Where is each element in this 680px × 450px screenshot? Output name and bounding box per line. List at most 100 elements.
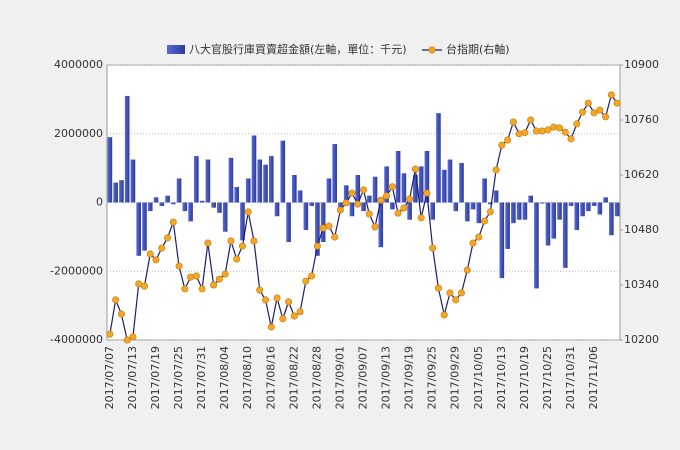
index-marker	[285, 298, 293, 306]
y2-tick-label: 10340	[624, 278, 659, 291]
index-marker	[262, 296, 270, 304]
index-marker	[388, 183, 396, 191]
index-marker	[135, 280, 143, 288]
bar	[505, 202, 510, 249]
index-marker	[279, 315, 287, 323]
bar	[441, 169, 447, 203]
bar	[136, 202, 142, 256]
bar	[603, 197, 608, 203]
y2-tick-label: 10760	[624, 113, 659, 126]
y2-tick-label: 10200	[624, 333, 659, 346]
bar	[384, 166, 389, 203]
index-marker	[475, 233, 483, 241]
bar	[401, 173, 407, 203]
index-marker	[273, 294, 281, 302]
bar	[366, 195, 372, 203]
index-marker	[365, 210, 373, 218]
y-tick-label: 0	[96, 196, 103, 209]
index-marker	[348, 189, 356, 197]
bar	[562, 202, 568, 268]
index-marker	[440, 311, 448, 319]
index-marker	[308, 272, 316, 280]
legend-marker	[428, 46, 436, 54]
index-marker	[400, 204, 408, 212]
bar	[332, 144, 337, 203]
x-tick-label: 2017/10/19	[518, 346, 531, 409]
x-tick-label: 2017/07/31	[195, 346, 208, 409]
bar	[424, 150, 430, 203]
index-marker	[267, 323, 275, 331]
x-tick-label: 2017/07/19	[149, 346, 162, 409]
index-marker	[509, 118, 517, 126]
index-marker	[579, 108, 587, 116]
bar	[436, 113, 441, 203]
index-marker	[434, 284, 442, 292]
index-marker	[215, 275, 223, 283]
index-marker	[250, 237, 258, 245]
bar	[568, 202, 574, 206]
x-tick-label: 2017/07/25	[172, 346, 185, 409]
bar	[338, 202, 343, 208]
index-marker	[354, 200, 362, 208]
index-marker	[452, 296, 460, 304]
x-tick-label: 2017/10/05	[472, 346, 485, 409]
y-tick-label: 4000000	[54, 58, 103, 71]
index-marker	[504, 136, 512, 144]
bar	[591, 202, 597, 206]
bar	[528, 195, 533, 203]
index-marker	[561, 128, 569, 136]
bar	[522, 202, 528, 220]
x-tick-label: 2017/09/19	[403, 346, 416, 409]
index-marker	[527, 116, 535, 124]
index-marker	[406, 195, 414, 203]
y-tick-label: 2000000	[54, 127, 103, 140]
bar	[511, 202, 516, 224]
bar	[147, 202, 153, 212]
bar	[182, 202, 188, 212]
bar	[286, 202, 291, 243]
bar	[378, 202, 384, 248]
bar	[297, 190, 303, 203]
index-marker	[198, 285, 206, 293]
bar	[609, 202, 614, 236]
index-marker	[204, 239, 212, 247]
index-marker	[210, 281, 218, 289]
x-tick-label: 2017/09/25	[426, 346, 439, 409]
index-marker	[140, 282, 148, 290]
bar	[292, 175, 297, 203]
bar	[430, 202, 435, 220]
bar	[482, 178, 487, 203]
bar	[107, 137, 113, 203]
bar	[326, 178, 332, 203]
index-marker	[446, 289, 454, 297]
bar	[551, 202, 557, 239]
index-marker	[359, 186, 367, 194]
bar	[113, 182, 118, 203]
x-tick-label: 2017/10/13	[495, 346, 508, 409]
bar	[165, 195, 170, 203]
bar	[361, 202, 366, 212]
index-marker	[590, 109, 598, 117]
bar	[303, 202, 309, 230]
bar	[257, 159, 263, 203]
index-marker	[112, 296, 120, 304]
index-marker	[567, 135, 575, 143]
index-marker	[117, 310, 125, 318]
index-marker	[331, 233, 339, 241]
bar	[251, 135, 257, 203]
index-marker	[602, 113, 610, 121]
index-marker	[302, 277, 310, 285]
index-marker	[377, 196, 385, 204]
index-marker	[463, 266, 471, 274]
x-tick-label: 2017/08/04	[218, 346, 231, 409]
bar	[574, 202, 580, 230]
index-marker	[244, 208, 252, 216]
index-marker	[256, 286, 264, 294]
bar	[268, 156, 274, 203]
bar	[309, 202, 314, 206]
bar	[228, 157, 234, 203]
bar	[240, 202, 245, 241]
bar	[534, 202, 539, 289]
x-tick-label: 2017/08/10	[241, 346, 254, 409]
index-marker	[290, 312, 298, 320]
